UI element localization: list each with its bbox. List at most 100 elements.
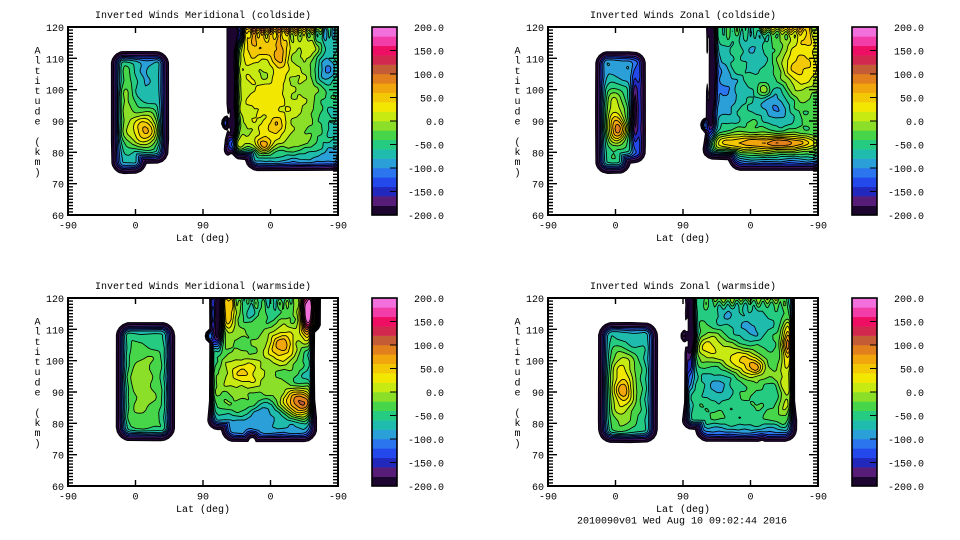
svg-text:70: 70: [532, 452, 544, 463]
svg-text:u: u: [514, 97, 520, 108]
svg-text:100: 100: [526, 87, 544, 98]
svg-text:-200.0: -200.0: [888, 483, 924, 494]
svg-text:-50.0: -50.0: [414, 413, 444, 424]
svg-text:d: d: [514, 106, 520, 118]
svg-text:-90: -90: [59, 222, 77, 233]
svg-text:(: (: [514, 137, 520, 149]
svg-text:50.0: 50.0: [420, 95, 444, 106]
svg-text:(: (: [514, 408, 520, 420]
svg-text:k: k: [514, 147, 520, 159]
svg-text:e: e: [514, 389, 520, 400]
svg-text:0: 0: [747, 222, 753, 233]
svg-text:i: i: [514, 347, 520, 359]
svg-text:200.0: 200.0: [894, 24, 924, 35]
svg-text:150.0: 150.0: [414, 48, 444, 59]
svg-text:70: 70: [52, 452, 64, 463]
svg-text:60: 60: [532, 483, 544, 494]
svg-text:70: 70: [532, 181, 544, 192]
svg-text:(: (: [34, 408, 40, 420]
svg-text:90: 90: [197, 493, 209, 504]
svg-text:0: 0: [267, 222, 273, 233]
svg-text:100: 100: [526, 358, 544, 369]
svg-text:u: u: [514, 368, 520, 379]
svg-text:90: 90: [532, 389, 544, 400]
svg-text:150.0: 150.0: [894, 48, 924, 59]
svg-text:Lat (deg): Lat (deg): [656, 233, 710, 245]
svg-text:t: t: [514, 338, 520, 349]
svg-text:i: i: [514, 76, 520, 88]
svg-text:150.0: 150.0: [894, 319, 924, 330]
svg-text:): ): [514, 438, 520, 450]
svg-text:120: 120: [46, 24, 64, 35]
svg-text:m: m: [34, 158, 40, 169]
svg-text:t: t: [514, 358, 520, 369]
svg-text:-50.0: -50.0: [414, 142, 444, 153]
svg-text:e: e: [514, 118, 520, 129]
svg-text:-90: -90: [809, 493, 827, 504]
svg-text:-50.0: -50.0: [894, 413, 924, 424]
svg-text:-100.0: -100.0: [408, 436, 444, 447]
svg-text:100: 100: [46, 87, 64, 98]
svg-text:Inverted Winds Meridional (col: Inverted Winds Meridional (coldside): [95, 10, 311, 22]
svg-text:-90: -90: [539, 493, 557, 504]
svg-text:60: 60: [52, 483, 64, 494]
svg-text:0: 0: [747, 493, 753, 504]
svg-text:0: 0: [612, 493, 618, 504]
svg-text:100.0: 100.0: [894, 342, 924, 353]
svg-text:e: e: [34, 389, 40, 400]
svg-text:50.0: 50.0: [900, 366, 924, 377]
svg-text:150.0: 150.0: [414, 319, 444, 330]
svg-text:k: k: [34, 418, 40, 430]
svg-text:k: k: [514, 418, 520, 430]
svg-text:i: i: [34, 347, 40, 359]
svg-text:-90: -90: [539, 222, 557, 233]
svg-text:-90: -90: [329, 493, 347, 504]
svg-text:d: d: [34, 377, 40, 389]
svg-text:-200.0: -200.0: [888, 212, 924, 223]
svg-text:Lat (deg): Lat (deg): [176, 504, 230, 516]
svg-text:m: m: [514, 429, 520, 440]
svg-text:-90: -90: [59, 493, 77, 504]
svg-text:t: t: [34, 67, 40, 78]
svg-text:-100.0: -100.0: [888, 165, 924, 176]
svg-text:t: t: [34, 338, 40, 349]
svg-text:2010090v01 Wed Aug 10 09:02:44: 2010090v01 Wed Aug 10 09:02:44 2016: [577, 516, 787, 528]
svg-text:d: d: [514, 377, 520, 389]
svg-text:100.0: 100.0: [414, 342, 444, 353]
svg-text:-90: -90: [809, 222, 827, 233]
svg-text:0.0: 0.0: [426, 118, 444, 129]
svg-text:110: 110: [46, 326, 64, 337]
svg-text:70: 70: [52, 181, 64, 192]
svg-text:): ): [34, 167, 40, 179]
svg-text:80: 80: [532, 149, 544, 160]
svg-text:): ): [34, 438, 40, 450]
svg-text:): ): [514, 167, 520, 179]
svg-text:t: t: [34, 358, 40, 369]
svg-text:(: (: [34, 137, 40, 149]
svg-text:d: d: [34, 106, 40, 118]
svg-text:-150.0: -150.0: [888, 189, 924, 200]
svg-text:Inverted Winds Zonal (coldside: Inverted Winds Zonal (coldside): [590, 10, 776, 22]
svg-text:A: A: [34, 47, 40, 58]
svg-text:-150.0: -150.0: [408, 189, 444, 200]
svg-text:0: 0: [612, 222, 618, 233]
svg-text:200.0: 200.0: [894, 295, 924, 306]
svg-text:110: 110: [526, 326, 544, 337]
svg-text:k: k: [34, 147, 40, 159]
svg-text:e: e: [34, 118, 40, 129]
svg-text:t: t: [514, 67, 520, 78]
svg-text:120: 120: [46, 295, 64, 306]
svg-text:l: l: [514, 327, 520, 339]
svg-text:m: m: [34, 429, 40, 440]
svg-text:-200.0: -200.0: [408, 483, 444, 494]
svg-text:100: 100: [46, 358, 64, 369]
svg-text:50.0: 50.0: [420, 366, 444, 377]
svg-text:0.0: 0.0: [906, 118, 924, 129]
svg-text:l: l: [514, 56, 520, 68]
svg-text:90: 90: [532, 118, 544, 129]
svg-text:Inverted Winds Meridional (war: Inverted Winds Meridional (warmside): [95, 281, 311, 293]
svg-text:90: 90: [197, 222, 209, 233]
svg-text:l: l: [34, 56, 40, 68]
svg-text:-50.0: -50.0: [894, 142, 924, 153]
svg-text:90: 90: [677, 493, 689, 504]
